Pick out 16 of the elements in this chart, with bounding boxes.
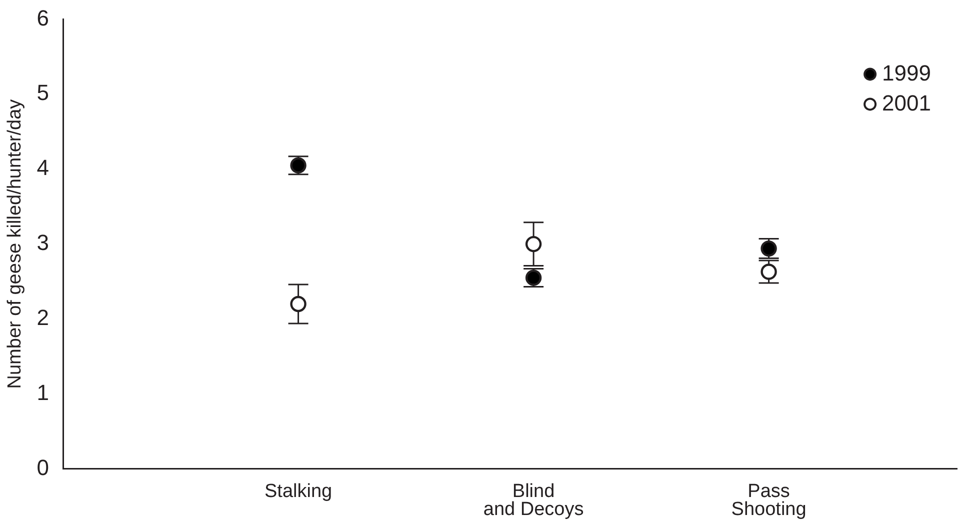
- y-tick-label: 3: [36, 230, 50, 256]
- point: [290, 296, 306, 312]
- point: [525, 236, 542, 252]
- y-tick-label: 0: [36, 454, 50, 480]
- x-tick-label: Pass Shooting: [731, 481, 806, 520]
- legend-label: 1999: [882, 60, 932, 86]
- y-tick-label: 4: [36, 155, 50, 180]
- x-tick-label: Blind and Decoys: [483, 481, 584, 520]
- y-tick-label: 5: [36, 80, 50, 106]
- legend-label: 2001: [882, 90, 932, 116]
- y-tick-label: 2: [36, 305, 50, 330]
- x-tick-label: Stalking: [264, 481, 332, 502]
- y-tick-label: 6: [36, 5, 50, 30]
- point: [760, 264, 777, 280]
- y-axis-title: Number of geese killed/hunter/day: [4, 98, 26, 389]
- y-tick-label: 1: [36, 380, 50, 406]
